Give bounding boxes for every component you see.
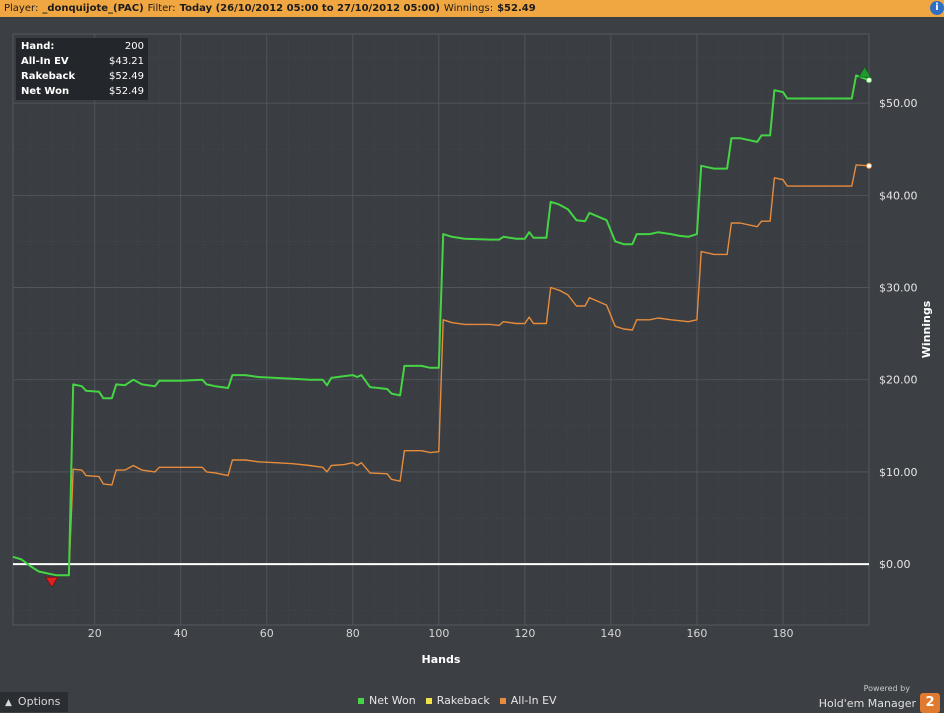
chart-legend: Net Won Rakeback All-In EV — [358, 694, 557, 707]
min-marker-icon — [45, 576, 59, 588]
y-axis-title: Winnings — [920, 300, 933, 358]
stats-key: All-In EV — [21, 56, 69, 67]
x-tick-label: 40 — [174, 627, 188, 640]
filter-value[interactable]: Today (26/10/2012 05:00 to 27/10/2012 05… — [179, 3, 440, 14]
series-line-all-in-ev — [12, 164, 870, 576]
winnings-label: Winnings: — [443, 3, 494, 14]
series-end-point — [866, 77, 872, 84]
y-tick-label: $30.00 — [879, 282, 918, 295]
stats-row-hand: Hand: 200 — [16, 39, 148, 54]
y-tick-label: $20.00 — [879, 374, 918, 387]
x-tick-label: 180 — [772, 627, 793, 640]
max-marker-icon — [858, 66, 872, 78]
x-tick-label: 140 — [600, 627, 621, 640]
x-tick-label: 120 — [514, 627, 535, 640]
legend-item-allin-ev[interactable]: All-In EV — [499, 694, 557, 707]
x-tick-label: 160 — [686, 627, 707, 640]
y-tick-label: $50.00 — [879, 97, 918, 110]
legend-item-net-won[interactable]: Net Won — [358, 694, 416, 707]
stats-key: Net Won — [21, 86, 70, 97]
options-label: Options — [17, 695, 61, 708]
legend-label: All-In EV — [510, 694, 557, 707]
player-label: Player: — [4, 3, 39, 14]
hm2-logo-icon: 2 — [920, 693, 940, 713]
y-tick-label: $0.00 — [879, 558, 911, 571]
legend-label: Rakeback — [436, 694, 490, 707]
stats-value: $43.21 — [109, 56, 144, 67]
x-tick-label: 20 — [88, 627, 102, 640]
y-tick-label: $10.00 — [879, 466, 918, 479]
stats-row-net-won: Net Won $52.49 — [16, 84, 148, 99]
stats-key: Hand: — [21, 41, 55, 52]
stats-value: $52.49 — [109, 71, 144, 82]
chevron-up-icon: ▲ — [5, 698, 12, 708]
stats-value: 200 — [124, 41, 144, 52]
filter-bar: Player: _donquijote_(PAC) Filter: Today (26… — [0, 0, 944, 17]
filter-label: Filter: — [147, 3, 176, 14]
legend-label: Net Won — [369, 694, 416, 707]
x-tick-label: 100 — [428, 627, 449, 640]
legend-item-rakeback[interactable]: Rakeback — [425, 694, 490, 707]
stats-row-allin-ev: All-In EV $43.21 — [16, 54, 148, 69]
winnings-value: $52.49 — [497, 3, 536, 14]
legend-swatch — [358, 697, 364, 704]
player-value[interactable]: _donquijote_(PAC) — [42, 3, 144, 14]
stats-value: $52.49 — [109, 86, 144, 97]
brand-logo: Powered by Hold'em Manager 2 — [819, 684, 940, 713]
legend-swatch — [499, 697, 506, 704]
legend-swatch — [425, 697, 432, 704]
series-line-net-won — [12, 74, 870, 577]
x-tick-label: 60 — [260, 627, 274, 640]
y-tick-label: $40.00 — [879, 189, 918, 202]
stats-key: Rakeback — [21, 71, 76, 82]
info-icon[interactable]: i — [930, 1, 944, 15]
brand-name: Hold'em Manager — [818, 696, 916, 710]
powered-by-text: Powered by — [863, 684, 910, 693]
options-button[interactable]: ▲ Options — [0, 692, 68, 712]
series-end-point — [866, 162, 872, 169]
stats-row-rakeback: Rakeback $52.49 — [16, 69, 148, 84]
x-tick-label: 80 — [346, 627, 360, 640]
x-axis-title: Hands — [422, 653, 461, 666]
winnings-chart: 20 40 60 80 100 120 140 160 180 $0.00 $10.00 $20.00… — [12, 33, 933, 666]
stats-panel: Hand: 200 All-In EV $43.21 Rakeback $52.… — [16, 38, 148, 100]
